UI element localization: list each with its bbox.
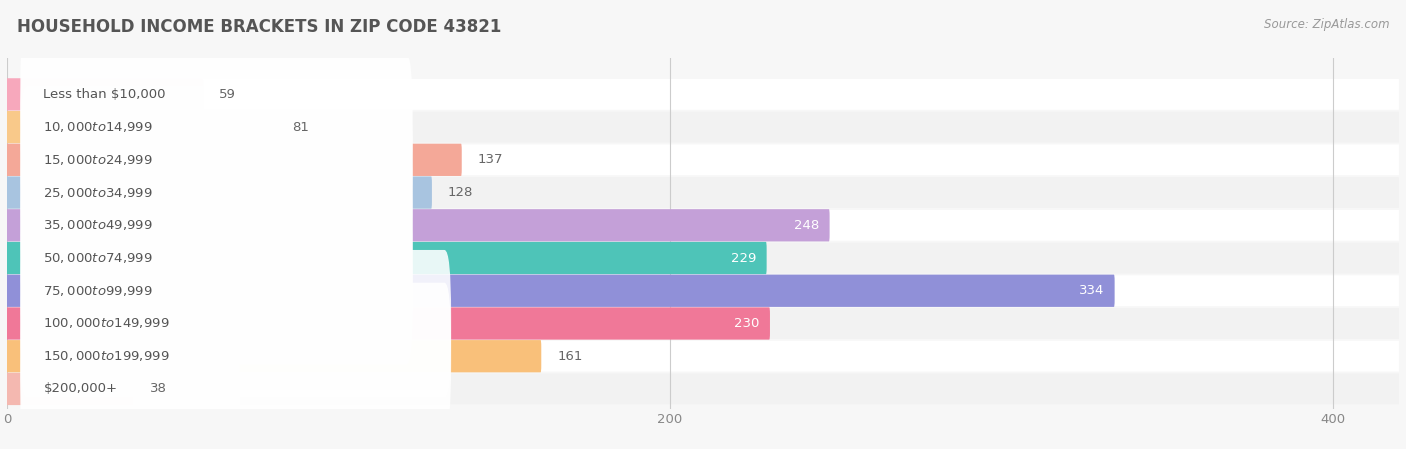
FancyBboxPatch shape (7, 112, 1399, 142)
FancyBboxPatch shape (7, 210, 1399, 241)
FancyBboxPatch shape (20, 217, 413, 364)
Text: Less than $10,000: Less than $10,000 (44, 88, 166, 101)
Text: Source: ZipAtlas.com: Source: ZipAtlas.com (1264, 18, 1389, 31)
Text: 128: 128 (449, 186, 474, 199)
FancyBboxPatch shape (7, 275, 1115, 307)
FancyBboxPatch shape (7, 145, 1399, 175)
Text: 230: 230 (734, 317, 759, 330)
FancyBboxPatch shape (7, 242, 766, 274)
FancyBboxPatch shape (20, 185, 413, 331)
FancyBboxPatch shape (7, 209, 830, 242)
FancyBboxPatch shape (7, 340, 541, 372)
Text: $15,000 to $24,999: $15,000 to $24,999 (44, 153, 153, 167)
FancyBboxPatch shape (7, 308, 770, 339)
FancyBboxPatch shape (7, 373, 134, 405)
FancyBboxPatch shape (7, 111, 276, 143)
Text: $75,000 to $99,999: $75,000 to $99,999 (44, 284, 153, 298)
FancyBboxPatch shape (7, 374, 1399, 405)
FancyBboxPatch shape (7, 144, 461, 176)
FancyBboxPatch shape (20, 315, 239, 449)
FancyBboxPatch shape (20, 283, 451, 430)
Text: $100,000 to $149,999: $100,000 to $149,999 (44, 317, 170, 330)
Text: 137: 137 (478, 154, 503, 166)
FancyBboxPatch shape (7, 78, 204, 110)
FancyBboxPatch shape (20, 86, 413, 233)
FancyBboxPatch shape (7, 308, 1399, 339)
Text: 38: 38 (149, 383, 166, 396)
Text: 161: 161 (557, 350, 582, 363)
Text: 248: 248 (794, 219, 818, 232)
Text: HOUSEHOLD INCOME BRACKETS IN ZIP CODE 43821: HOUSEHOLD INCOME BRACKETS IN ZIP CODE 43… (17, 18, 502, 36)
FancyBboxPatch shape (20, 152, 413, 299)
FancyBboxPatch shape (7, 341, 1399, 372)
FancyBboxPatch shape (7, 275, 1399, 306)
Text: 81: 81 (292, 121, 309, 134)
FancyBboxPatch shape (20, 21, 394, 168)
FancyBboxPatch shape (20, 53, 413, 201)
Text: $10,000 to $14,999: $10,000 to $14,999 (44, 120, 153, 134)
Text: $150,000 to $199,999: $150,000 to $199,999 (44, 349, 170, 363)
Text: 229: 229 (731, 251, 756, 264)
Text: $35,000 to $49,999: $35,000 to $49,999 (44, 218, 153, 232)
Text: $50,000 to $74,999: $50,000 to $74,999 (44, 251, 153, 265)
Text: 334: 334 (1078, 284, 1104, 297)
FancyBboxPatch shape (7, 176, 432, 209)
FancyBboxPatch shape (7, 177, 1399, 208)
Text: 59: 59 (219, 88, 236, 101)
Text: $200,000+: $200,000+ (44, 383, 118, 396)
FancyBboxPatch shape (20, 250, 451, 397)
FancyBboxPatch shape (7, 79, 1399, 110)
FancyBboxPatch shape (20, 119, 413, 266)
Text: $25,000 to $34,999: $25,000 to $34,999 (44, 185, 153, 199)
FancyBboxPatch shape (7, 242, 1399, 273)
